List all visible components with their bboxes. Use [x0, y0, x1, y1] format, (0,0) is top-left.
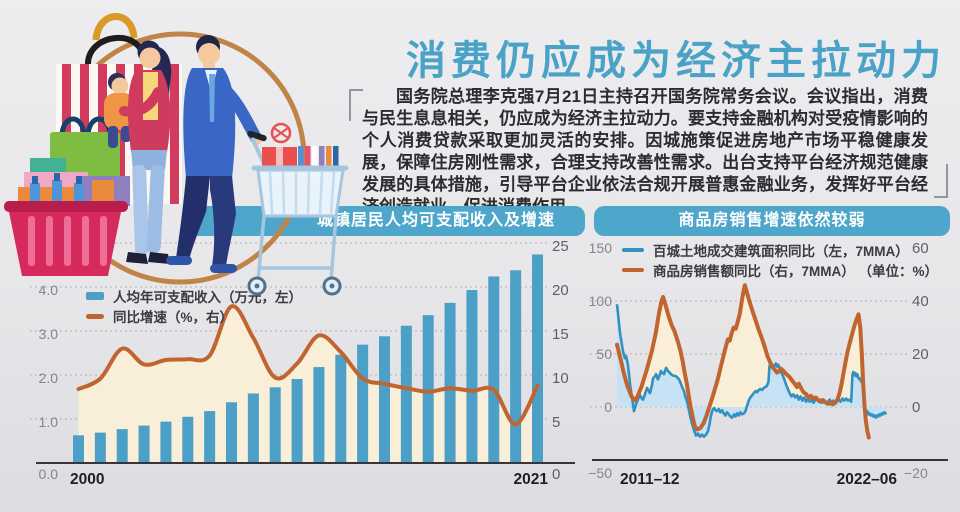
- svg-text:100: 100: [589, 293, 613, 309]
- blue-line-swatch-icon: [622, 247, 644, 253]
- shopping-cart-icon: [247, 122, 349, 296]
- housing-chart-legend: 百城土地成交建筑面积同比（左，7MMA） 商品房销售额同比（右，7MMA） （单…: [622, 240, 938, 280]
- man-figure: [166, 35, 267, 273]
- housing-chart-title: 商品房销售增速依然较弱: [678, 212, 866, 229]
- legend-label: 百城土地成交建筑面积同比（左，7MMA）: [653, 244, 909, 259]
- svg-text:60: 60: [912, 240, 929, 257]
- woman-figure: [119, 40, 172, 264]
- svg-text:2000: 2000: [70, 471, 104, 488]
- svg-text:2011–12: 2011–12: [620, 471, 680, 488]
- orange-line-swatch-icon: [622, 267, 644, 273]
- svg-text:2021: 2021: [514, 471, 549, 488]
- svg-text:15: 15: [552, 326, 569, 343]
- income-chart-title: 城镇居民人均可支配收入及增速: [316, 212, 555, 229]
- svg-text:0: 0: [912, 399, 920, 416]
- svg-text:50: 50: [596, 346, 612, 362]
- svg-text:2022–06: 2022–06: [837, 471, 898, 488]
- bar-swatch-icon: [86, 292, 104, 300]
- legend-item-growth: 同比增速（%，右）: [86, 306, 302, 326]
- svg-text:0: 0: [552, 466, 560, 483]
- quote-corner-bottom-icon: [934, 164, 948, 198]
- svg-text:3.0: 3.0: [39, 326, 59, 342]
- svg-text:2.0: 2.0: [39, 370, 59, 386]
- orange-line-swatch-icon: [86, 313, 104, 319]
- svg-text:40: 40: [912, 293, 929, 310]
- svg-text:5: 5: [552, 414, 560, 431]
- mustard-bag-handle-icon: [92, 13, 138, 41]
- svg-text:0.0: 0.0: [39, 466, 59, 482]
- housing-chart-title-banner: 商品房销售增速依然较弱: [594, 206, 950, 236]
- svg-text:−50: −50: [588, 465, 612, 481]
- quote-corner-top-icon: [349, 89, 363, 121]
- legend-item-sales: 商品房销售额同比（右，7MMA） （单位：%）: [622, 260, 938, 280]
- svg-text:10: 10: [552, 370, 569, 387]
- svg-text:20: 20: [912, 346, 929, 363]
- svg-text:4.0: 4.0: [39, 282, 59, 298]
- svg-text:150: 150: [589, 240, 613, 256]
- housing-chart: 150 100 50 0 −50 60 40 20 0 −20 2011–12 2022–06: [588, 240, 948, 488]
- legend-item-land: 百城土地成交建筑面积同比（左，7MMA）: [622, 240, 938, 260]
- legend-label: 商品房销售额同比（右，7MMA） （单位：%）: [653, 264, 939, 279]
- svg-text:25: 25: [552, 238, 569, 255]
- svg-text:0: 0: [604, 399, 612, 415]
- shopping-basket-icon: [4, 173, 128, 276]
- svg-text:1.0: 1.0: [39, 414, 59, 430]
- legend-label: 同比增速（%，右）: [113, 310, 234, 325]
- svg-text:20: 20: [552, 282, 569, 299]
- svg-text:−20: −20: [904, 465, 928, 481]
- page-title: 消费仍应成为经济主拉动力: [406, 39, 946, 83]
- income-chart-title-banner: 城镇居民人均可支配收入及增速: [185, 206, 585, 236]
- family-shopping-illustration: [4, 13, 349, 296]
